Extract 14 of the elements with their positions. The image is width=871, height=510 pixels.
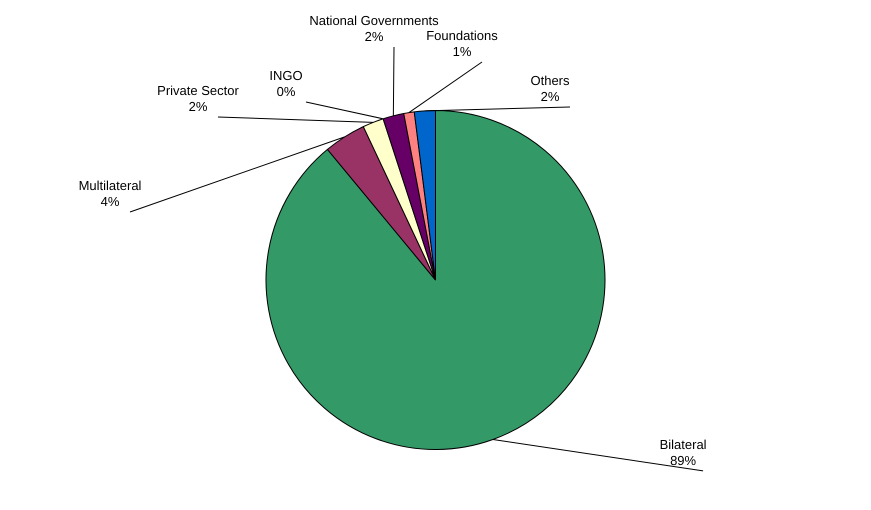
category-label: INGO [269, 68, 303, 83]
data-label: 2% [364, 29, 384, 44]
data-label: 2% [188, 99, 208, 114]
data-label: 1% [452, 44, 472, 59]
slice-label: Foundations [426, 28, 498, 43]
slice-label: Private Sector [157, 83, 240, 98]
slice-label: Others [530, 73, 570, 88]
data-label: 2% [540, 89, 560, 104]
slice-label: Multilateral [78, 178, 142, 193]
slice-label: Bilateral [660, 436, 707, 452]
data-label: 4% [100, 194, 120, 209]
slice-label: National Governments [309, 13, 440, 28]
text: 0% [276, 84, 296, 99]
data-label: 89% [670, 452, 697, 468]
